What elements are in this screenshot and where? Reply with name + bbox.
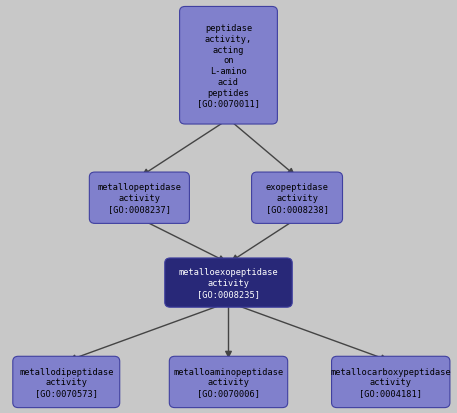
Text: exopeptidase
activity
[GO:0008238]: exopeptidase activity [GO:0008238] <box>266 183 329 214</box>
FancyBboxPatch shape <box>13 356 120 408</box>
FancyBboxPatch shape <box>180 7 277 125</box>
FancyBboxPatch shape <box>89 173 189 224</box>
FancyBboxPatch shape <box>165 259 292 307</box>
Text: metallodipeptidase
activity
[GO:0070573]: metallodipeptidase activity [GO:0070573] <box>19 367 113 397</box>
Text: metalloexopeptidase
activity
[GO:0008235]: metalloexopeptidase activity [GO:0008235… <box>179 268 278 298</box>
Text: metallocarboxypeptidase
activity
[GO:0004181]: metallocarboxypeptidase activity [GO:000… <box>330 367 451 397</box>
FancyBboxPatch shape <box>332 356 450 408</box>
Text: peptidase
activity,
acting
on
L-amino
acid
peptides
[GO:0070011]: peptidase activity, acting on L-amino ac… <box>197 24 260 108</box>
Text: metallopeptidase
activity
[GO:0008237]: metallopeptidase activity [GO:0008237] <box>97 183 181 214</box>
FancyBboxPatch shape <box>169 356 288 408</box>
FancyBboxPatch shape <box>251 173 342 224</box>
Text: metalloaminopeptidase
activity
[GO:0070006]: metalloaminopeptidase activity [GO:00700… <box>173 367 284 397</box>
